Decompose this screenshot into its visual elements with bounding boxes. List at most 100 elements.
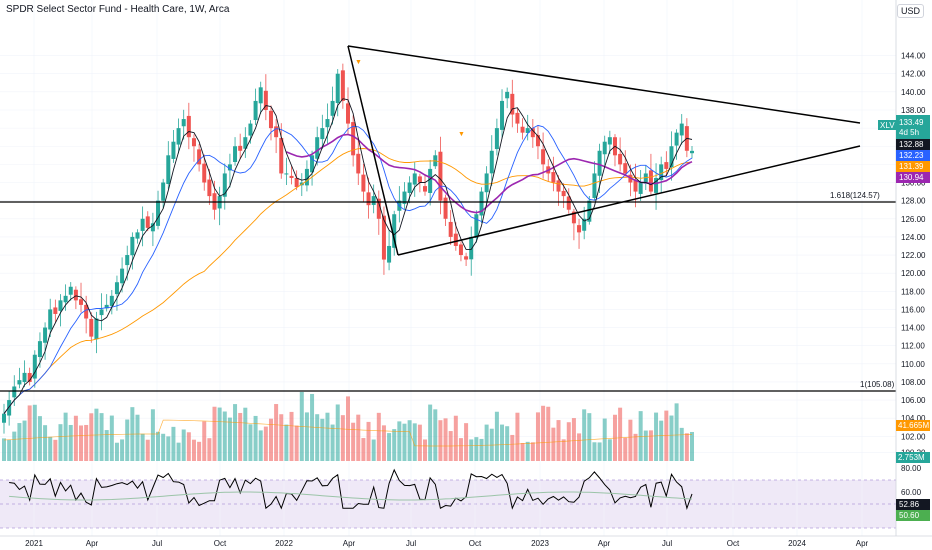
volume-bar bbox=[233, 404, 238, 461]
volume-bar bbox=[289, 411, 294, 461]
volume-bar bbox=[140, 433, 145, 461]
volume-bar bbox=[577, 433, 582, 461]
candle-body bbox=[392, 214, 397, 248]
volume-bar bbox=[2, 438, 6, 461]
candle-body bbox=[79, 299, 84, 305]
rsi-ma-tag: 50.60 bbox=[899, 511, 920, 520]
volume-bar bbox=[212, 406, 217, 461]
upper-trendline[interactable] bbox=[347, 45, 861, 124]
volume-bar bbox=[520, 442, 525, 461]
candle-body bbox=[690, 150, 694, 154]
volume-bar bbox=[525, 441, 530, 461]
candle-body bbox=[58, 300, 63, 311]
candle-body bbox=[63, 295, 68, 303]
candle-body bbox=[679, 123, 684, 136]
time-axis[interactable]: 2021 Apr Jul Oct 2022 Apr Jul Oct 2023 Apr Jul Oct 2… bbox=[25, 539, 868, 548]
volume-bar bbox=[500, 424, 505, 461]
volume-bar bbox=[510, 434, 515, 461]
volume-bar bbox=[320, 418, 325, 461]
lower-trendline[interactable] bbox=[397, 145, 861, 256]
price-tick-label: 128.00 bbox=[901, 197, 926, 206]
candle-body bbox=[207, 179, 212, 197]
candle-body bbox=[505, 91, 510, 99]
candle-body bbox=[346, 103, 350, 124]
candle-body bbox=[156, 200, 161, 226]
volume-bar bbox=[284, 424, 289, 461]
volume-bar bbox=[315, 414, 320, 461]
candle-body bbox=[161, 182, 166, 201]
volume-bar bbox=[79, 425, 84, 461]
price-tick-label: 114.00 bbox=[901, 324, 925, 333]
ma-blue-line bbox=[3, 124, 693, 414]
volume-bar bbox=[156, 431, 161, 461]
candle-body bbox=[366, 192, 371, 206]
volume-bar bbox=[335, 404, 340, 461]
volume-bar bbox=[346, 396, 350, 461]
candle-body bbox=[520, 126, 525, 133]
candle-body bbox=[500, 100, 505, 130]
candle-body bbox=[659, 164, 664, 181]
volume-bar bbox=[37, 416, 42, 461]
volume-bar bbox=[248, 424, 253, 461]
volume-bar bbox=[381, 425, 386, 461]
candle-body bbox=[222, 173, 227, 197]
candle-body bbox=[248, 123, 253, 136]
ma3-tag: 131.39 bbox=[899, 162, 924, 171]
price-tick-label: 110.00 bbox=[901, 360, 925, 369]
candle-body bbox=[592, 173, 597, 198]
candle-body bbox=[428, 168, 433, 193]
volume-bar bbox=[556, 420, 561, 461]
candle-body bbox=[654, 177, 659, 193]
time-tick-label: Apr bbox=[598, 539, 611, 548]
candle-body bbox=[12, 386, 17, 398]
volume-bar bbox=[648, 430, 653, 461]
candle-body bbox=[525, 128, 530, 134]
volume-bar bbox=[546, 406, 551, 461]
signal-marker-icon: ▼ bbox=[458, 131, 465, 138]
volume-bar bbox=[643, 430, 648, 461]
candle-body bbox=[32, 354, 37, 379]
volume-bar bbox=[623, 437, 628, 461]
volume-bar bbox=[376, 412, 381, 461]
time-tick-label: Oct bbox=[727, 539, 740, 548]
price-tick-label: 112.00 bbox=[901, 342, 925, 351]
price-tick-label: 108.00 bbox=[901, 378, 926, 387]
currency-button[interactable]: USD bbox=[896, 4, 924, 18]
candle-body bbox=[89, 318, 94, 337]
volume-bar bbox=[176, 442, 181, 461]
volume-bar bbox=[479, 438, 484, 461]
candle-body bbox=[176, 128, 181, 145]
volume-bar bbox=[582, 409, 587, 461]
candle-body bbox=[638, 182, 643, 194]
candle-body bbox=[289, 175, 294, 178]
price-tick-label: 130.00 bbox=[901, 179, 926, 188]
apex-left-line[interactable] bbox=[347, 45, 399, 256]
volume-bar bbox=[263, 426, 268, 461]
price-tick-label: 138.00 bbox=[901, 106, 926, 115]
volume-bar bbox=[535, 412, 540, 461]
candle-body bbox=[530, 128, 535, 138]
candle-body bbox=[274, 126, 279, 138]
candle-body bbox=[443, 197, 448, 219]
volume-bar bbox=[428, 404, 433, 461]
candle-body bbox=[361, 174, 366, 192]
rsi-tick-label: 80.00 bbox=[901, 464, 922, 473]
candle-body bbox=[412, 173, 417, 185]
price-axis[interactable]: 144.00142.00140.00138.00136.00134.00132.… bbox=[901, 52, 926, 458]
volume-bar bbox=[366, 421, 371, 461]
candle-body bbox=[571, 211, 576, 224]
candle-body bbox=[48, 309, 53, 330]
volume-bar bbox=[664, 410, 669, 461]
volume-bar bbox=[58, 424, 63, 461]
candle-body bbox=[464, 256, 469, 260]
candle-body bbox=[453, 233, 458, 246]
candle-body bbox=[448, 221, 453, 237]
volume-bar bbox=[407, 420, 412, 461]
candle-body bbox=[402, 191, 407, 204]
volume-bar bbox=[674, 403, 679, 461]
volume-bar bbox=[669, 415, 674, 461]
ma2-tag: 132.23 bbox=[899, 151, 924, 160]
candle-body bbox=[114, 282, 119, 295]
ma1-tag: 132.88 bbox=[899, 140, 924, 149]
